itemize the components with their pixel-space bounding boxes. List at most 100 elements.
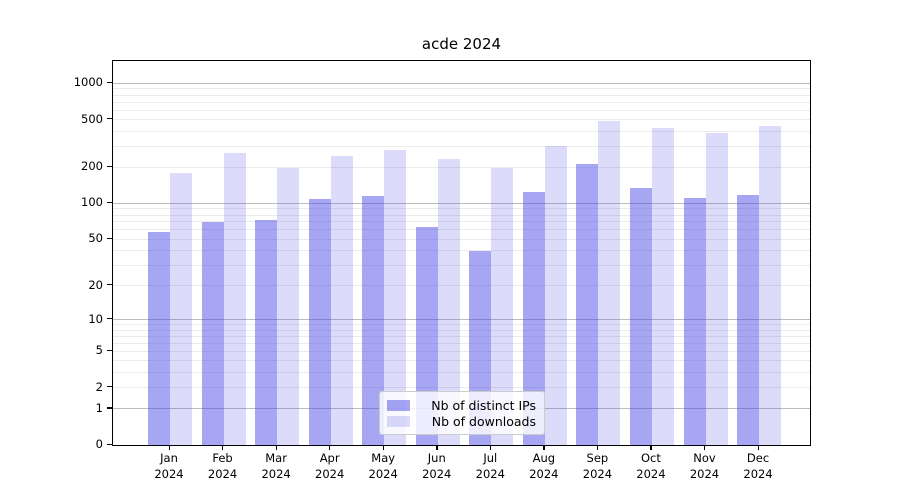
- x-axis-tick: [382, 445, 384, 450]
- bar-downloads: [437, 158, 460, 445]
- x-axis-tick: [596, 445, 599, 450]
- y-axis-tick: [107, 237, 112, 240]
- gridline-minor: [113, 130, 810, 132]
- bar-distinct-ips: [629, 187, 652, 445]
- bar-distinct-ips: [683, 197, 706, 445]
- x-tick-label: Dec 2024: [743, 451, 773, 481]
- legend: Nb of distinct IPs Nb of downloads: [379, 391, 545, 435]
- y-tick-label: 1000: [73, 75, 103, 90]
- x-axis-tick: [436, 445, 438, 450]
- x-tick-label: Oct 2024: [636, 451, 666, 481]
- bar-distinct-ips: [737, 195, 760, 445]
- y-tick-label: 1: [95, 400, 103, 415]
- legend-swatch-distinct-ips: [387, 400, 410, 411]
- x-tick-label: Mar 2024: [261, 451, 291, 481]
- chart-title: acde 2024: [421, 35, 502, 53]
- y-axis-tick: [107, 407, 112, 409]
- y-tick-label: 200: [81, 159, 103, 174]
- y-axis-tick: [107, 443, 112, 445]
- y-tick-label: 50: [88, 231, 103, 246]
- bar-downloads: [170, 172, 192, 445]
- gridline-minor: [113, 101, 810, 103]
- bar-distinct-ips: [308, 198, 331, 445]
- bar-downloads: [223, 152, 246, 445]
- x-axis-tick: [222, 445, 224, 450]
- gridline-minor: [113, 264, 810, 266]
- bar-downloads: [277, 167, 300, 445]
- x-tick-label: Jan 2024: [154, 451, 184, 481]
- gridline-minor: [113, 214, 810, 216]
- bar-downloads: [544, 146, 567, 445]
- gridline-minor: [113, 221, 810, 223]
- x-tick-label: Jul 2024: [475, 451, 505, 481]
- x-tick-label: Aug 2024: [529, 451, 559, 481]
- legend-item-distinct-ips: Nb of distinct IPs: [387, 398, 536, 413]
- y-axis-tick: [107, 318, 112, 320]
- y-axis-tick: [107, 201, 112, 204]
- legend-label-downloads: Nb of downloads: [431, 414, 536, 429]
- x-axis-tick: [275, 445, 277, 450]
- gridline-minor: [113, 350, 810, 352]
- bar-downloads: [330, 155, 353, 445]
- y-axis-tick: [107, 81, 112, 84]
- gridline-minor: [113, 285, 810, 287]
- gridline-major: [113, 82, 810, 84]
- bar-distinct-ips: [415, 227, 438, 445]
- bar-downloads: [705, 132, 728, 445]
- gridline-minor: [113, 335, 810, 337]
- gridline-minor: [113, 238, 810, 240]
- gridline-minor: [113, 145, 810, 147]
- legend-swatch-downloads: [387, 416, 410, 427]
- gridline-minor: [113, 208, 810, 210]
- y-axis-tick: [107, 165, 112, 168]
- bar-distinct-ips: [362, 195, 385, 445]
- gridline-minor: [113, 342, 810, 344]
- gridline-minor: [113, 229, 810, 231]
- x-tick-label: May 2024: [368, 451, 398, 481]
- gridline-minor: [113, 250, 810, 252]
- bar-distinct-ips: [522, 191, 545, 445]
- gridline-minor: [113, 166, 810, 168]
- x-axis-tick: [329, 445, 331, 450]
- gridline-minor: [113, 88, 810, 90]
- gridline-minor: [113, 371, 810, 373]
- bar-distinct-ips: [201, 221, 224, 445]
- bar-downloads: [384, 150, 407, 445]
- gridline-minor: [113, 94, 810, 96]
- y-tick-label: 500: [81, 111, 103, 126]
- x-tick-label: Nov 2024: [689, 451, 720, 481]
- gridline-minor: [113, 387, 810, 388]
- legend-label-distinct-ips: Nb of distinct IPs: [431, 398, 536, 413]
- x-axis-tick: [757, 445, 759, 450]
- bar-downloads: [651, 127, 674, 445]
- plot-area: [112, 60, 811, 446]
- x-axis-tick: [543, 445, 545, 450]
- bar-downloads: [598, 120, 621, 445]
- y-axis-tick: [107, 284, 112, 286]
- x-tick-label: Sep 2024: [582, 451, 613, 481]
- y-tick-label: 100: [81, 195, 103, 210]
- gridline-minor: [113, 119, 810, 121]
- gridline-minor: [113, 360, 810, 362]
- x-axis-tick: [168, 445, 170, 450]
- legend-item-downloads: Nb of downloads: [387, 414, 536, 429]
- y-tick-label: 10: [88, 311, 103, 326]
- gridline-minor: [113, 109, 810, 111]
- x-tick-label: Apr 2024: [315, 451, 345, 481]
- y-tick-label: 0: [95, 437, 103, 451]
- gridline-major: [113, 319, 810, 320]
- x-tick-label: Jun 2024: [422, 451, 452, 481]
- y-tick-label: 5: [95, 343, 103, 358]
- y-axis-tick: [107, 386, 112, 388]
- x-tick-label: Feb 2024: [207, 451, 238, 481]
- bar-distinct-ips: [255, 220, 278, 445]
- gridline-major: [113, 202, 810, 204]
- x-axis-tick: [650, 445, 652, 450]
- x-axis-tick: [704, 445, 706, 450]
- gridline-minor: [113, 329, 810, 331]
- x-axis-tick: [489, 445, 492, 450]
- bar-distinct-ips: [576, 163, 599, 445]
- y-axis-tick: [107, 118, 112, 120]
- y-axis-tick: [107, 349, 112, 352]
